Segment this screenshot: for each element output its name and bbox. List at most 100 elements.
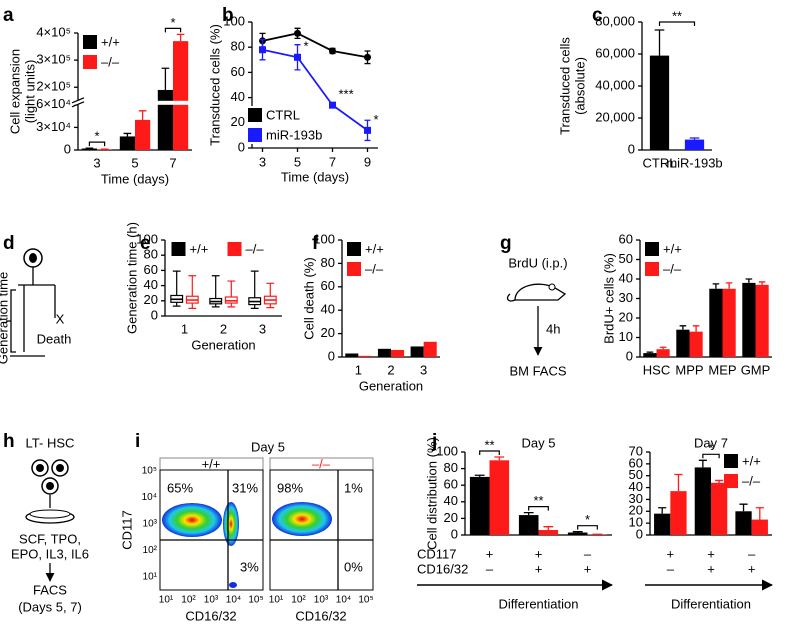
- death-label: Death: [37, 331, 72, 346]
- legend-swatch: [83, 35, 97, 49]
- line: [262, 32, 368, 59]
- bar: [670, 491, 687, 535]
- y-tick-label: 0: [628, 141, 635, 156]
- quadrant-value: 1%: [344, 480, 363, 495]
- x-tick-label: 10⁴: [226, 595, 241, 606]
- significance: ***: [339, 87, 354, 102]
- y-tick-label: 40: [321, 302, 335, 317]
- error-bar: [138, 110, 147, 120]
- interval-label: 4h: [546, 321, 560, 336]
- x-axis-label: CD16/32: [295, 608, 346, 623]
- axis-break: [72, 100, 192, 105]
- bar: [410, 346, 424, 357]
- legend-swatch: [347, 242, 361, 256]
- row-label: CD117: [417, 546, 457, 561]
- x-tick-label: 7: [329, 154, 336, 169]
- y-tick-label: 50: [629, 467, 643, 482]
- legend-label: CTRL: [266, 107, 300, 122]
- x-tick-label: 10²: [181, 595, 196, 606]
- y-tick-label: 30: [619, 290, 633, 305]
- y-tick-label: 0: [151, 307, 158, 322]
- panel-label: i: [135, 431, 140, 452]
- y-tick-label: 40: [144, 277, 158, 292]
- whisker: [227, 303, 236, 308]
- legend-label: +/+: [190, 241, 209, 256]
- y-tick-label: 40: [619, 270, 633, 285]
- legend-label: +/+: [101, 34, 120, 49]
- x-axis-label: Differentiation: [499, 596, 579, 611]
- significance: *: [585, 512, 590, 527]
- bar: [358, 355, 372, 357]
- error-bar: [123, 132, 132, 137]
- legend-label: –/–: [663, 261, 682, 276]
- panel-label: c: [592, 5, 603, 26]
- y-tick-label: 10⁴: [142, 492, 157, 503]
- bar: [689, 331, 703, 357]
- significance-bracket: [164, 27, 182, 33]
- x-tick-label: 3: [93, 155, 100, 170]
- y-tick-label: 100: [313, 231, 335, 246]
- error-bar: [543, 526, 554, 531]
- y-tick-label: 0: [626, 348, 633, 363]
- x-tick-label: 5: [131, 155, 138, 170]
- density: [272, 502, 332, 536]
- panel-label: a: [3, 5, 14, 26]
- error-bar: [654, 29, 665, 56]
- y-tick-label: 10⁵: [142, 466, 157, 477]
- whisker: [188, 275, 197, 297]
- y-tick-label: 60: [231, 64, 245, 79]
- x-tick-label: 10¹: [159, 595, 174, 606]
- y-tick-label: 10: [619, 329, 633, 344]
- y-tick-label: 40: [231, 89, 245, 104]
- bar: [81, 148, 97, 150]
- x-tick-label: 7: [169, 155, 176, 170]
- y-tick-label: 80: [144, 247, 158, 262]
- whisker: [250, 270, 259, 298]
- error-bar: [698, 459, 707, 468]
- legend-swatch: [347, 262, 361, 276]
- bar: [391, 349, 405, 357]
- nuclei: [36, 464, 64, 490]
- legend-swatch: [171, 242, 186, 256]
- significance: *: [304, 39, 309, 54]
- bar: [489, 460, 510, 535]
- legend-label: +/+: [742, 453, 761, 468]
- error-bar: [659, 346, 667, 350]
- whisker: [266, 303, 275, 309]
- y-tick-label: 10²: [143, 545, 158, 556]
- bar: [722, 288, 736, 357]
- quadrant-value: 3%: [240, 559, 259, 574]
- bar: [173, 41, 189, 150]
- panel-label: g: [500, 233, 512, 254]
- significance: **: [672, 8, 682, 23]
- point: [329, 47, 336, 55]
- y-tick-label: 50: [619, 251, 633, 266]
- row-value: –: [486, 561, 494, 576]
- y-tick-label: 2×10⁵: [36, 79, 71, 94]
- x-tick-label: 2: [387, 362, 394, 377]
- readout-label: BM FACS: [509, 363, 566, 378]
- error-bar: [692, 325, 700, 332]
- genotype: +/+: [202, 456, 221, 471]
- density: [223, 502, 239, 546]
- mouse-tail: [506, 293, 516, 302]
- x-tick-label: GMP: [741, 362, 771, 377]
- row-label: CD16/32: [417, 561, 468, 576]
- legend-swatch: [83, 55, 97, 69]
- y-tick-label: 100: [136, 231, 158, 246]
- x-tick-label: 2: [220, 321, 227, 336]
- x-tick-label: MEP: [708, 362, 736, 377]
- legend-swatch: [248, 108, 262, 122]
- error-bar: [725, 282, 733, 289]
- whisker: [172, 302, 181, 307]
- y-tick-label: 60: [444, 477, 458, 492]
- x-tick-label: 5: [294, 154, 301, 169]
- y-tick-label: 3×10⁵: [36, 52, 71, 67]
- x-axis-label: Generation: [359, 378, 423, 393]
- y-tick-label: 6×10⁴: [36, 96, 71, 111]
- row-value: +: [707, 561, 715, 576]
- panel-label: d: [3, 233, 15, 254]
- quadrant-value: 31%: [232, 480, 258, 495]
- whisker: [211, 275, 220, 299]
- row-value: +: [748, 561, 756, 576]
